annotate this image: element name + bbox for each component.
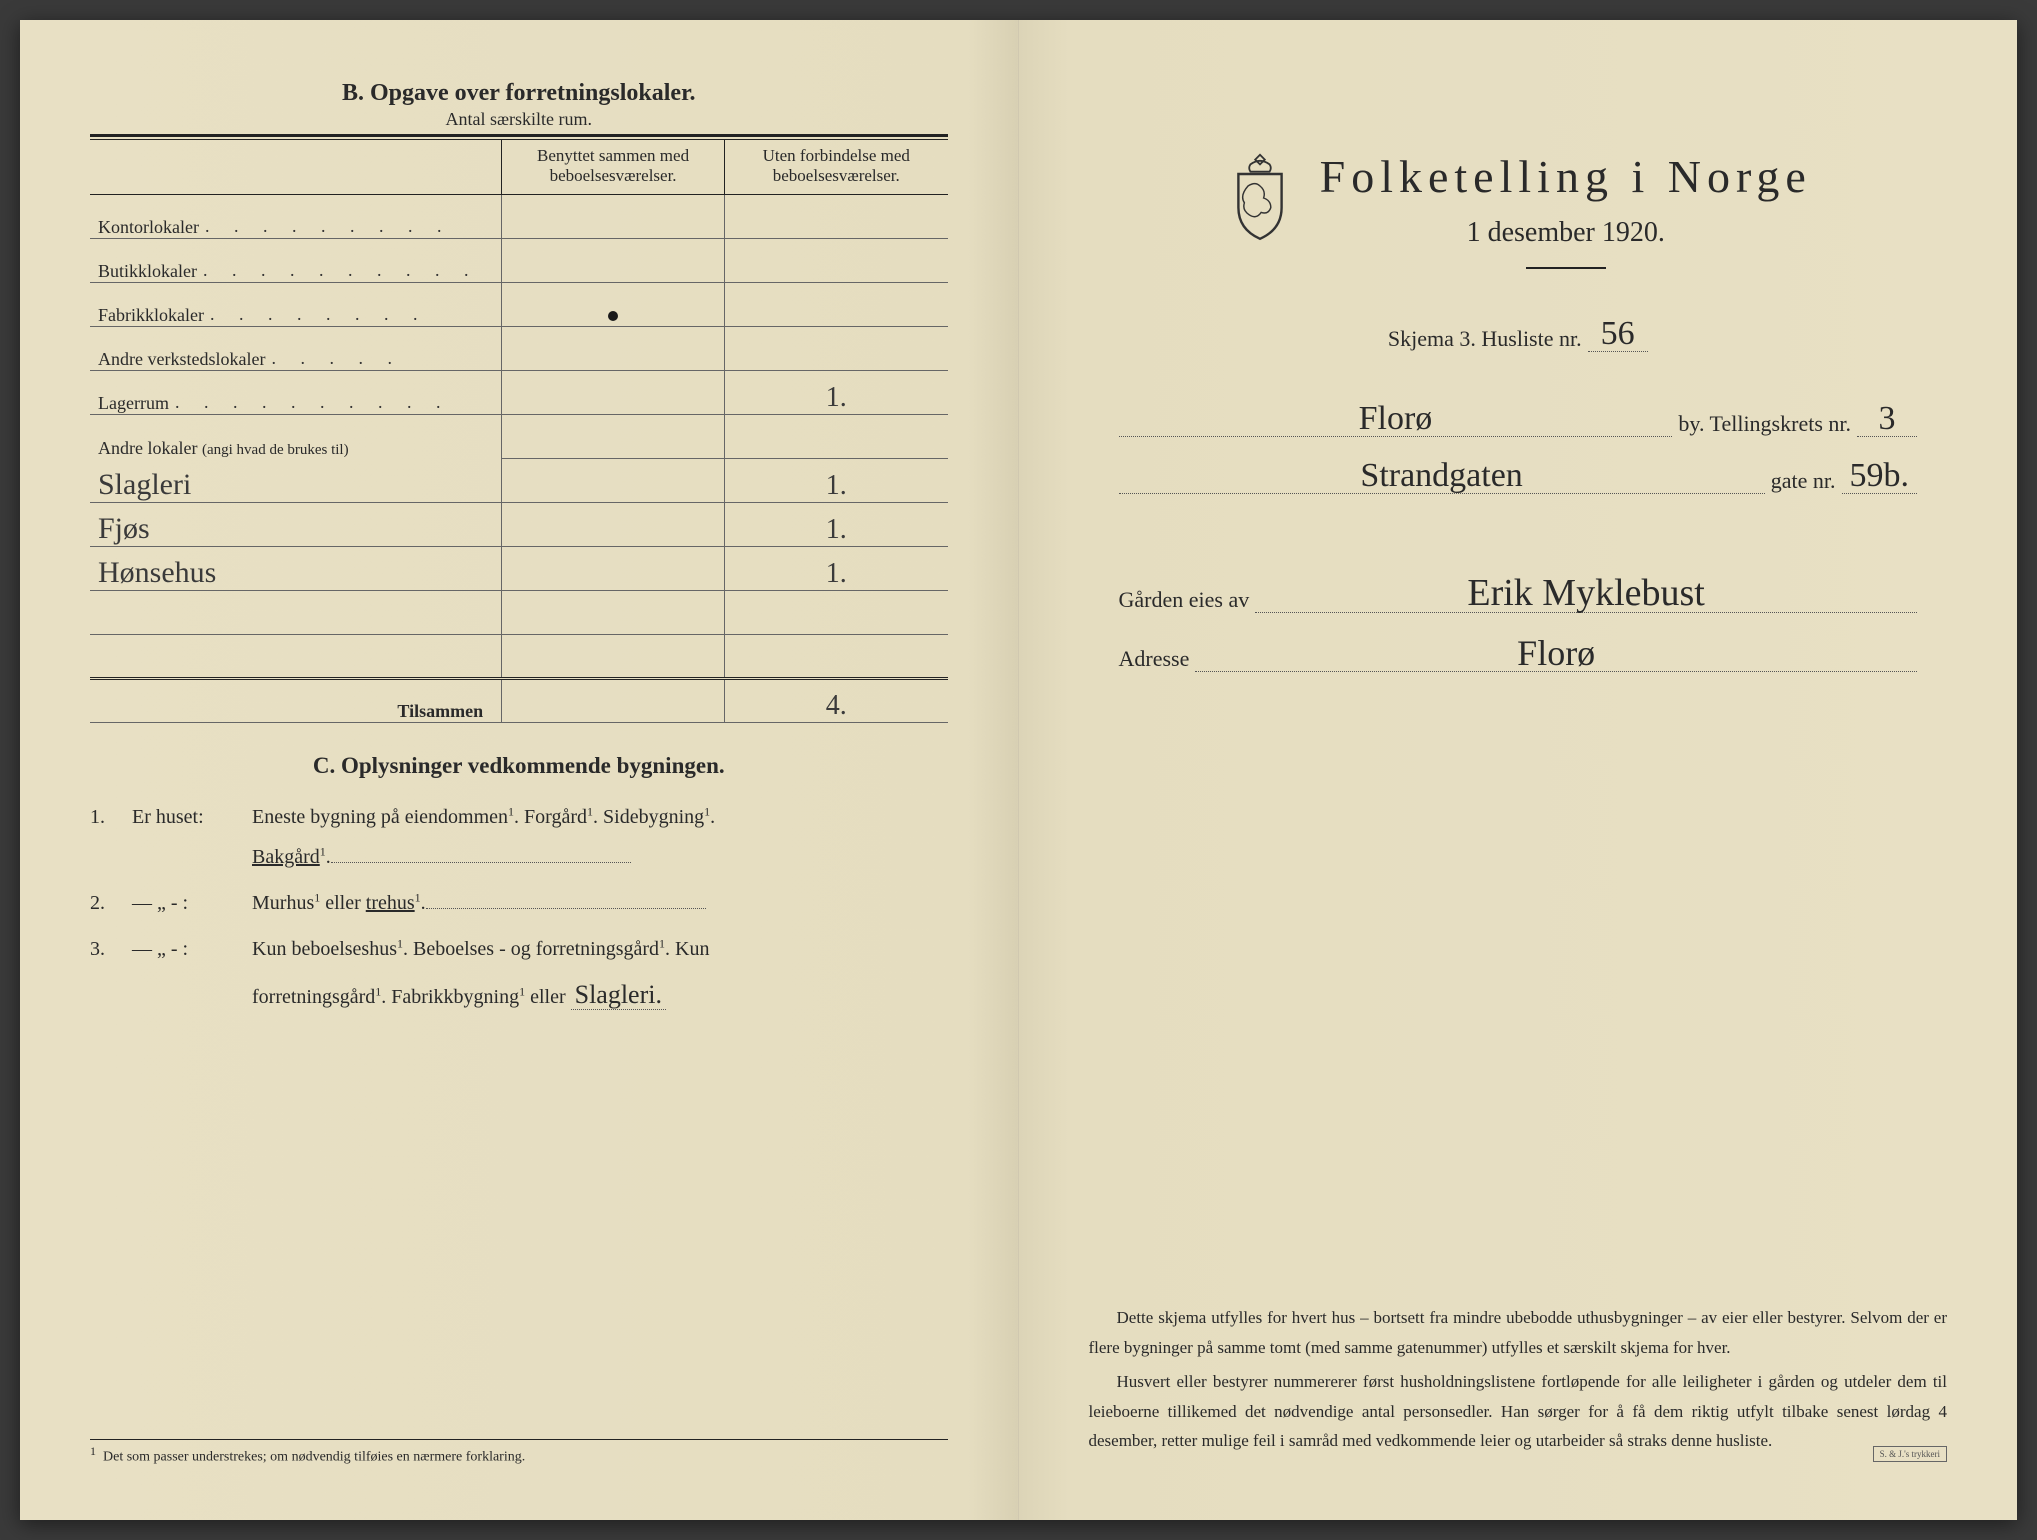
section-c-list: 1. Er huset: Eneste bygning på eiendomme… (90, 797, 948, 1021)
table-row: Butikklokaler. . . . . . . . . . (90, 239, 948, 283)
main-title: Folketelling i Norge (1320, 150, 1812, 203)
coat-of-arms-icon (1224, 150, 1296, 246)
instr-p2: Husvert eller bestyrer nummererer først … (1089, 1367, 1948, 1456)
table-row: Hønsehus1. (90, 547, 948, 591)
adresse-value: Florø (1195, 635, 1917, 672)
gate-nr: 59b. (1842, 459, 1918, 494)
gate-line: Strandgaten gate nr. 59b. (1119, 459, 1918, 494)
table-row: Fjøs1. (90, 503, 948, 547)
table-row: Fabrikklokaler. . . . . . . . (90, 283, 948, 327)
table-row (90, 635, 948, 679)
husliste-nr: 56 (1588, 317, 1648, 352)
table-row: Andre verkstedslokaler. . . . . (90, 327, 948, 371)
owner-line: Gården eies av Erik Myklebust (1119, 574, 1918, 613)
c-item-3: 3. — „ - : Kun beboelseshus1. Beboelses … (90, 929, 948, 1021)
c-item-1: 1. Er huset: Eneste bygning på eiendomme… (90, 797, 948, 877)
table-row (90, 591, 948, 635)
right-page: Folketelling i Norge 1 desember 1920. Sk… (1019, 20, 2018, 1520)
owner-name: Erik Myklebust (1255, 574, 1917, 613)
instr-p1: Dette skjema utfylles for hvert hus – bo… (1089, 1303, 1948, 1363)
col3-header: Uten forbindelse med beboelsesværelser. (725, 140, 948, 195)
by-line: Florø by. Tellingskrets nr. 3 (1119, 402, 1918, 437)
census-date: 1 desember 1920. (1320, 217, 1812, 249)
header: Folketelling i Norge 1 desember 1920. (1089, 150, 1948, 295)
section-c-title: C. Oplysninger vedkommende bygningen. (90, 753, 948, 779)
section-c: C. Oplysninger vedkommende bygningen. 1.… (90, 753, 948, 1021)
table-row: Slagleri1. (90, 459, 948, 503)
by-name: Florø (1119, 402, 1673, 437)
document-spread: B. Opgave over forretningslokaler. Antal… (20, 20, 2017, 1520)
form-fields: Skjema 3. Husliste nr. 56 Florø by. Tell… (1119, 317, 1918, 672)
total-row: Tilsammen4. (90, 679, 948, 723)
skjema-line: Skjema 3. Husliste nr. 56 (1119, 317, 1918, 352)
c-item-2: 2. — „ - : Murhus1 eller trehus1. (90, 883, 948, 923)
instructions: Dette skjema utfylles for hvert hus – bo… (1089, 1303, 1948, 1460)
left-page: B. Opgave over forretningslokaler. Antal… (20, 20, 1019, 1520)
section-b-title: B. Opgave over forretningslokaler. (90, 80, 948, 107)
table-row: Andre lokaler (angi hvad de brukes til) (90, 415, 948, 459)
col2-header: Benyttet sammen med beboelsesværelser. (502, 140, 725, 195)
divider (1526, 267, 1606, 269)
krets-nr: 3 (1857, 402, 1917, 437)
section-b-subtitle: Antal særskilte rum. (90, 109, 948, 130)
table-row: Lagerrum. . . . . . . . . .1. (90, 371, 948, 415)
table-row: Kontorlokaler. . . . . . . . . (90, 195, 948, 239)
ink-blot-icon (608, 311, 618, 321)
section-b-table: Benyttet sammen med beboelsesværelser. U… (90, 140, 948, 723)
gate-name: Strandgaten (1119, 459, 1765, 494)
footnote: 1 Det som passer understrekes; om nødven… (90, 1439, 948, 1466)
printer-stamp: S. & J.'s trykkeri (1873, 1446, 1947, 1462)
c3-handwritten: Slagleri. (571, 980, 666, 1010)
adresse-line: Adresse Florø (1119, 635, 1918, 672)
